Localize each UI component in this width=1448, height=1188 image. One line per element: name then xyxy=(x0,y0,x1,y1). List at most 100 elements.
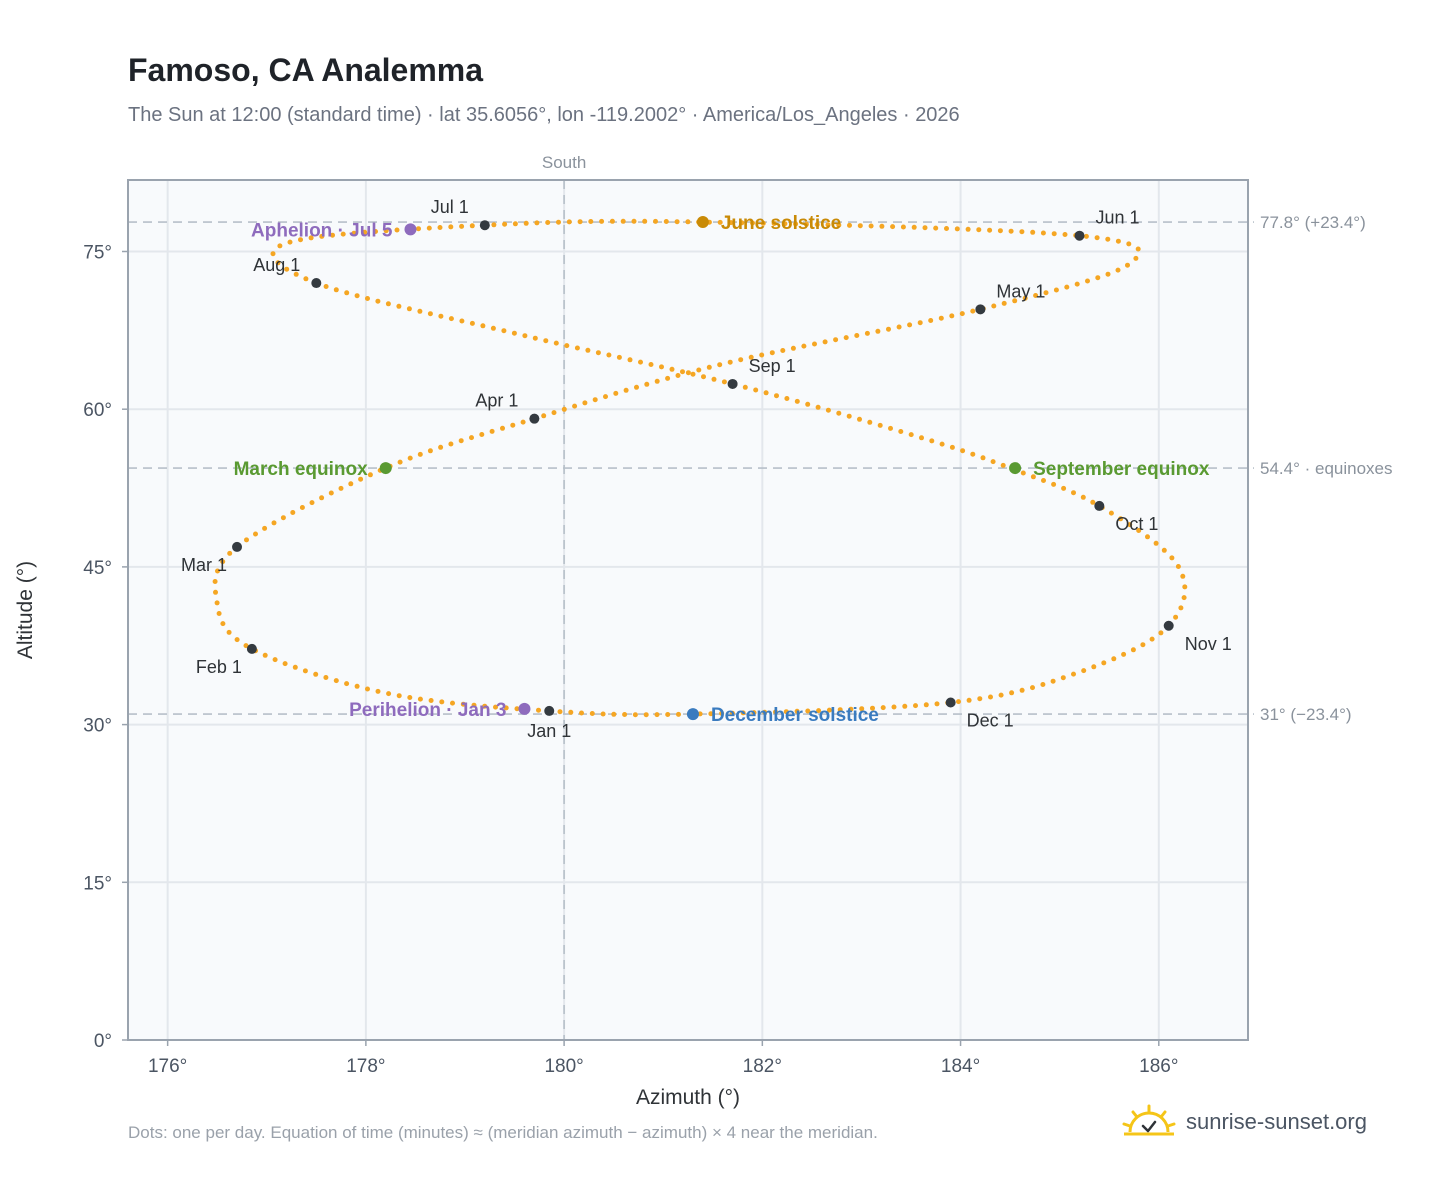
day-dot xyxy=(857,416,862,422)
day-dot xyxy=(561,406,567,412)
day-dot xyxy=(991,303,997,309)
day-dot xyxy=(880,705,886,711)
date-markers: Jan 1 Feb 1 Mar 1 Apr 1 May 1 Jun 1 Jul 1 Aug 1… xyxy=(181,197,1232,741)
event-marker-dot xyxy=(686,708,699,721)
day-dot xyxy=(299,505,305,510)
brand-logo[interactable]: sunrise-sunset.org xyxy=(1122,1104,1367,1140)
month-marker-label: Oct 1 xyxy=(1115,514,1158,534)
day-dot xyxy=(328,490,334,496)
day-dot xyxy=(553,340,559,346)
day-dot xyxy=(603,394,608,400)
day-dot xyxy=(1033,293,1039,298)
day-dot xyxy=(753,387,759,393)
day-dot xyxy=(344,290,350,296)
day-dot xyxy=(638,359,643,365)
day-dot xyxy=(213,589,218,595)
day-dot xyxy=(665,712,671,717)
day-dot xyxy=(280,515,286,521)
day-dot xyxy=(1040,230,1046,236)
day-dot xyxy=(1180,573,1186,579)
day-dot xyxy=(220,559,226,565)
day-dot xyxy=(358,476,364,482)
day-dot xyxy=(825,222,831,228)
event-marker-label: March equinox xyxy=(234,459,369,480)
day-dot xyxy=(1095,275,1101,281)
plot-frame xyxy=(127,179,1249,1041)
day-dot xyxy=(589,711,595,716)
day-dot xyxy=(1001,300,1007,306)
day-dot xyxy=(1181,595,1187,601)
day-dot xyxy=(970,308,976,314)
month-marker-dot xyxy=(727,378,738,389)
month-marker-dot xyxy=(1074,230,1085,241)
day-dot xyxy=(1080,494,1086,500)
day-dot xyxy=(1121,651,1127,657)
chart-subtitle: The Sun at 12:00 (standard time) · lat 3… xyxy=(128,104,960,126)
day-dot xyxy=(685,219,691,225)
day-dot xyxy=(1133,255,1139,261)
day-dot xyxy=(867,419,873,425)
sun-check-icon xyxy=(1122,1104,1176,1136)
day-dot xyxy=(643,712,649,718)
day-dot xyxy=(333,287,339,293)
day-dot xyxy=(1050,678,1056,684)
day-dot xyxy=(836,222,842,228)
day-dot xyxy=(1085,278,1090,284)
month-marker-label: Feb 1 xyxy=(196,657,242,677)
day-dot xyxy=(1115,238,1121,244)
day-dot xyxy=(482,703,488,709)
day-dot xyxy=(848,706,854,712)
event-marker-dot xyxy=(1009,462,1022,475)
day-dot xyxy=(701,374,706,380)
day-dot xyxy=(536,707,541,713)
day-dot xyxy=(738,357,744,363)
day-dot xyxy=(805,708,811,714)
day-dot xyxy=(253,531,258,537)
day-dot xyxy=(690,371,696,377)
day-dot xyxy=(226,629,232,635)
day-dot xyxy=(512,221,518,227)
day-dot xyxy=(556,219,561,225)
day-dot xyxy=(427,311,433,317)
day-dot xyxy=(949,313,955,319)
event-marker-label: June solstice xyxy=(721,213,841,234)
month-marker-label: May 1 xyxy=(996,281,1045,301)
day-dot xyxy=(1108,510,1114,516)
day-dot xyxy=(579,710,584,716)
day-dot xyxy=(654,378,660,384)
day-dot xyxy=(631,218,637,224)
day-dot xyxy=(448,224,454,230)
day-dot xyxy=(1105,236,1111,242)
day-dot xyxy=(459,318,465,324)
day-dot xyxy=(1126,241,1132,247)
day-dot xyxy=(708,711,714,717)
day-dot xyxy=(965,226,971,232)
day-dot xyxy=(622,712,628,717)
y-tick-label: 15° xyxy=(83,873,112,894)
day-dot xyxy=(959,311,965,317)
month-marker-label: Jul 1 xyxy=(431,197,469,217)
day-dot xyxy=(541,413,547,419)
day-dot xyxy=(748,354,754,360)
day-dot xyxy=(750,220,755,226)
day-dot xyxy=(490,325,496,331)
day-dot xyxy=(742,384,748,390)
day-dot xyxy=(814,222,820,227)
day-dot xyxy=(729,710,735,716)
day-dot xyxy=(913,703,918,709)
day-dot xyxy=(1061,485,1067,491)
day-dot xyxy=(1012,298,1018,304)
day-dot xyxy=(1020,470,1026,476)
day-dot xyxy=(282,661,288,667)
day-dot xyxy=(511,330,517,336)
day-dot xyxy=(900,224,906,230)
day-dot xyxy=(998,692,1004,698)
day-dot xyxy=(719,710,725,716)
chart-title: Famoso, CA Analemma xyxy=(128,52,484,88)
day-dot xyxy=(773,709,778,715)
day-dot xyxy=(1153,540,1159,546)
day-dot xyxy=(1022,295,1028,301)
day-dot xyxy=(760,220,766,226)
day-dot xyxy=(344,681,350,687)
day-dot xyxy=(1125,262,1130,268)
